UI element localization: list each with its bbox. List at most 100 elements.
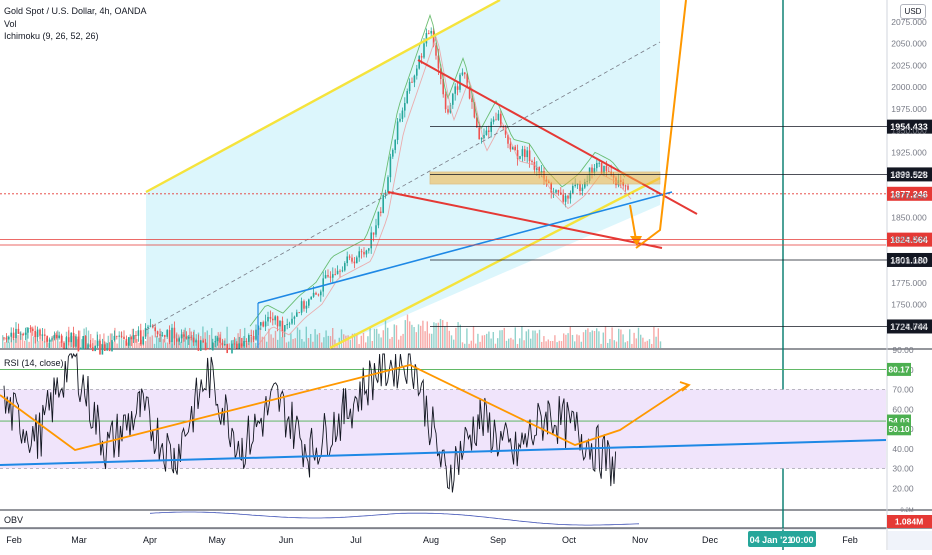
volume-bar — [391, 337, 393, 348]
volume-bar — [17, 335, 19, 348]
candle-body — [387, 177, 389, 193]
volume-bar — [607, 342, 609, 348]
candle-body — [70, 332, 72, 343]
candle-body — [401, 110, 404, 119]
volume-bar — [162, 339, 164, 348]
candle-body — [442, 78, 444, 95]
price-level-tag — [887, 186, 932, 201]
volume-bar — [490, 338, 492, 348]
candle-body — [125, 339, 128, 346]
volume-bar — [633, 332, 635, 348]
candle-body — [120, 335, 123, 337]
candle-body — [569, 192, 572, 199]
ichimoku-legend: Ichimoku (9, 26, 52, 26) — [4, 31, 99, 41]
volume-bar — [422, 320, 424, 348]
candle-body — [226, 344, 228, 354]
candle-body — [207, 348, 209, 350]
currency-badge[interactable]: USD — [900, 4, 926, 19]
candle-body — [99, 340, 101, 355]
volume-bar — [406, 314, 409, 348]
volume-bar — [505, 340, 508, 348]
candle-body — [464, 72, 466, 75]
candle-body — [430, 31, 432, 34]
volume-bar — [184, 327, 186, 348]
candle-body — [363, 251, 365, 255]
candle-body — [113, 335, 116, 341]
candle-body — [264, 321, 267, 327]
candle-body — [336, 270, 339, 275]
candle-body — [528, 150, 531, 162]
symbol-title: Gold Spot / U.S. Dollar, 4h, OANDA — [4, 6, 147, 16]
candle-body — [77, 336, 80, 352]
volume-bar — [457, 322, 459, 348]
candle-body — [118, 335, 120, 337]
price-axis-tick: 1775.000 — [891, 278, 927, 288]
candle-body — [238, 343, 240, 349]
volume-bar — [470, 340, 472, 348]
volume-bar — [404, 320, 406, 348]
volume-bar — [483, 335, 486, 348]
volume-bar — [48, 342, 50, 348]
candle-body — [598, 162, 600, 164]
volume-bar — [501, 330, 503, 348]
volume-bar — [538, 329, 541, 348]
candle-body — [603, 165, 605, 174]
volume-bar — [589, 332, 591, 348]
candle-body — [272, 318, 274, 321]
candle-body — [394, 139, 396, 150]
candle-body — [224, 344, 226, 346]
candle-body — [291, 318, 293, 324]
candle-body — [204, 342, 207, 351]
volume-bar — [189, 328, 191, 348]
candle-body — [444, 94, 447, 110]
price-axis-tick: 2075.000 — [891, 17, 927, 27]
time-axis-label: Dec — [702, 535, 719, 545]
volume-bar — [244, 327, 246, 348]
candle-body — [360, 251, 363, 253]
volume-bar — [494, 343, 497, 348]
volume-bar — [105, 342, 107, 348]
candle-body — [353, 261, 356, 264]
candle-body — [123, 336, 125, 340]
candle-body — [22, 333, 24, 335]
candle-body — [521, 149, 524, 157]
volume-bar — [204, 332, 206, 348]
candle-body — [111, 340, 113, 352]
candle-body — [116, 335, 118, 337]
candle-body — [562, 194, 564, 202]
price-axis-tick: 1800.000 — [891, 256, 927, 266]
candle-body — [514, 146, 516, 151]
candle-body — [504, 127, 507, 135]
candle-body — [164, 335, 166, 337]
volume-bar — [512, 339, 514, 348]
candle-body — [300, 301, 303, 313]
candle-body — [221, 342, 224, 346]
volume-bar — [21, 333, 24, 348]
candle-body — [485, 130, 488, 135]
projection-area — [146, 0, 660, 348]
candle-body — [250, 335, 252, 337]
volume-bar — [398, 339, 400, 348]
volume-bar — [453, 339, 455, 348]
candle-body — [596, 162, 598, 169]
volume-bar — [134, 335, 136, 348]
candle-body — [15, 328, 17, 339]
candle-body — [130, 337, 132, 340]
volume-bar — [318, 333, 321, 348]
volume-bar — [609, 338, 611, 348]
volume-bar — [156, 335, 158, 348]
candle-body — [108, 348, 111, 352]
candle-body — [356, 257, 358, 264]
volume-bar — [384, 319, 387, 348]
candle-body — [53, 334, 56, 339]
obv-value-label: 1.084M — [895, 517, 923, 527]
volume-bar — [527, 329, 530, 348]
volume-bar — [261, 336, 263, 348]
candle-body — [584, 181, 586, 188]
volume-bar — [657, 328, 659, 348]
candle-body — [197, 340, 200, 351]
wedge-upper-line — [417, 59, 698, 215]
volume-bar — [565, 334, 567, 348]
